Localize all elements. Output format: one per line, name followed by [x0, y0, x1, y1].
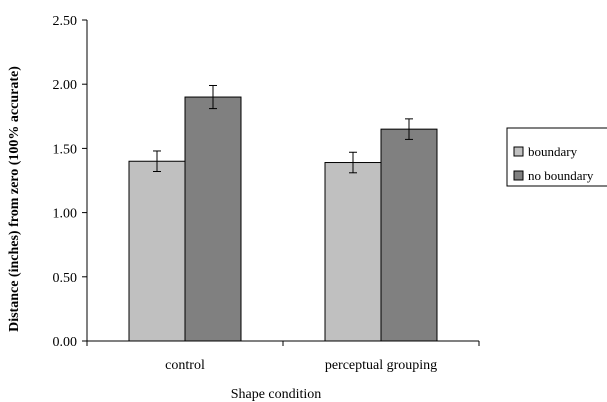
legend-swatch-boundary — [513, 146, 524, 157]
legend-swatch-no-boundary — [513, 170, 524, 181]
legend-label-boundary: boundary — [528, 144, 578, 159]
bar-boundary-perceptual-grouping — [324, 162, 382, 342]
y-tick-label: 0.50 — [53, 271, 78, 286]
x-axis-title: Shape condition — [231, 387, 322, 402]
legend-label-no-boundary: no boundary — [528, 168, 594, 183]
x-tick-label: perceptual grouping — [325, 358, 437, 373]
legend-box — [506, 127, 607, 187]
y-tick-label: 1.50 — [53, 142, 78, 157]
legend: boundary no boundary — [506, 127, 607, 187]
x-tick-label: control — [165, 358, 205, 373]
bar-no-boundary-perceptual-grouping — [380, 128, 438, 342]
x-axis-ticks: control perceptual grouping — [86, 341, 480, 373]
y-tick-label: 1.00 — [53, 207, 78, 222]
y-axis-ticks: 0.00 0.50 1.00 1.50 2.00 2.50 — [53, 14, 87, 350]
bar-no-boundary-control — [184, 96, 242, 342]
error-bars-group — [153, 84, 413, 174]
y-tick-label: 0.00 — [53, 335, 78, 350]
y-tick-label: 2.00 — [53, 78, 78, 93]
bar-boundary-control — [128, 160, 186, 342]
y-tick-label: 2.50 — [53, 14, 78, 29]
y-axis-title: Distance (inches) from zero (100% accura… — [7, 66, 22, 332]
bars-group — [128, 96, 438, 342]
